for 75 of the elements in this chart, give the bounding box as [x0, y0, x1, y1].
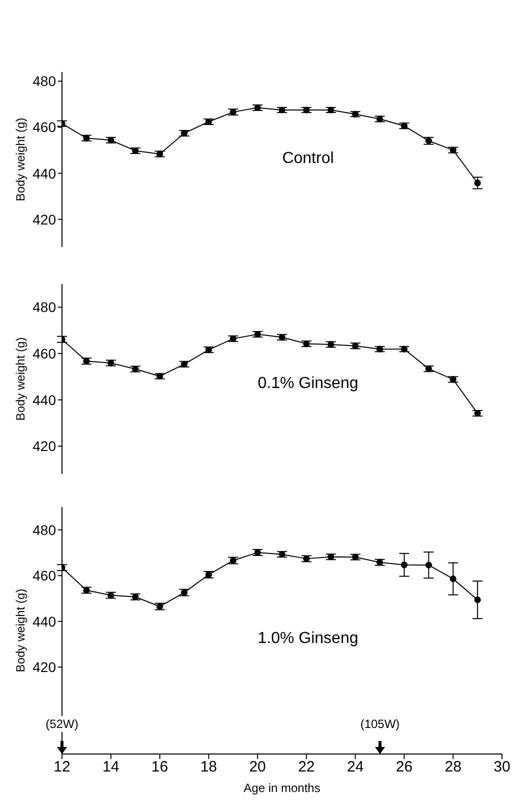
point [83, 134, 90, 142]
y-tick-label: 420 [32, 211, 56, 228]
y-tick-label: 440 [32, 392, 56, 408]
point [278, 106, 286, 114]
point [132, 594, 139, 600]
point [180, 360, 188, 368]
point [132, 366, 139, 372]
annotation: 1.0% Ginseng [256, 630, 360, 648]
y-axis-title: Body weight (g) [13, 588, 28, 672]
point [108, 136, 114, 144]
point [328, 554, 334, 560]
y-tick-label: 440 [32, 165, 56, 182]
x-tick-label: 30 [494, 758, 510, 776]
point [230, 108, 236, 116]
point [376, 559, 384, 566]
point [156, 372, 164, 380]
point [83, 358, 90, 364]
point [156, 150, 164, 158]
annotation: (52W) [44, 716, 80, 732]
y-tick-label: 460 [32, 119, 56, 136]
annotation: 0.1% Ginseng [256, 375, 360, 393]
x-tick-label: 28 [444, 758, 462, 776]
point [303, 106, 310, 114]
x-axis-title: Age in months [244, 781, 320, 795]
annotation: Control [281, 150, 335, 168]
y-tick-label: 460 [32, 345, 56, 362]
point [108, 592, 114, 599]
y-tick-label: 480 [32, 299, 56, 316]
x-tick-label: 12 [54, 758, 70, 776]
point [352, 110, 359, 118]
x-tick-label: 14 [102, 758, 120, 776]
point [205, 571, 212, 578]
point [376, 346, 384, 352]
x-tick-label: 26 [396, 758, 413, 776]
point [230, 557, 236, 564]
point [180, 589, 188, 596]
point [156, 603, 164, 610]
point [450, 146, 456, 154]
point [474, 180, 481, 186]
point [376, 116, 384, 122]
x-tick-label: 18 [200, 758, 218, 776]
point [254, 104, 261, 111]
x-tick-label: 22 [298, 758, 315, 776]
y-axis-title: Body weight (g) [13, 118, 28, 202]
point [230, 335, 236, 342]
point [205, 346, 212, 354]
y-tick-label: 420 [32, 438, 56, 454]
y-tick-label: 420 [32, 659, 56, 676]
y-tick-label: 480 [32, 522, 56, 538]
point [108, 360, 114, 366]
point [254, 549, 261, 556]
point [474, 596, 481, 604]
point [352, 342, 359, 350]
y-tick-label: 480 [32, 73, 56, 90]
y-axis-title: Body weight (g) [13, 337, 28, 421]
x-tick-label: 24 [346, 758, 364, 776]
point [400, 122, 408, 130]
point [400, 346, 408, 352]
point [450, 376, 456, 383]
point [303, 555, 310, 562]
point [450, 576, 456, 582]
point [328, 106, 334, 114]
point [83, 586, 90, 594]
point [278, 551, 286, 558]
point [328, 341, 334, 348]
x-tick-label: 20 [249, 758, 266, 776]
point [352, 554, 359, 560]
point [400, 562, 408, 568]
y-tick-label: 460 [32, 568, 56, 584]
annotation: (105W) [358, 716, 402, 732]
point [425, 138, 432, 144]
x-tick-label: 16 [151, 758, 168, 776]
point [425, 562, 432, 568]
point [425, 366, 432, 372]
y-tick-label: 440 [32, 613, 56, 630]
